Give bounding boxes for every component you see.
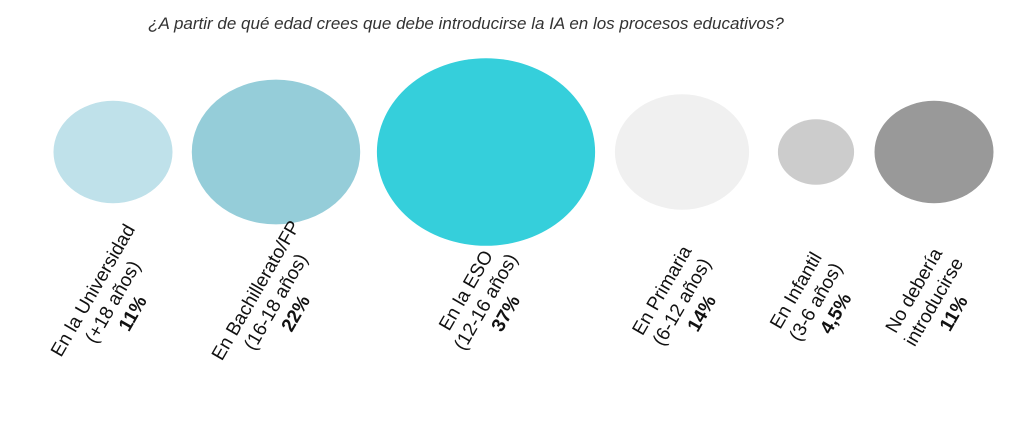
bubble-en-la-eso xyxy=(376,58,596,246)
bubble-en-primaria xyxy=(614,94,750,210)
bubble-no-deberia xyxy=(874,100,994,204)
bubble-group xyxy=(53,58,994,246)
bubble-en-la-universidad xyxy=(53,100,173,204)
bubble-en-infantil xyxy=(777,119,855,185)
label-en-la-universidad: En la Universidad(+18 años)11% xyxy=(47,221,152,360)
chart-title: ¿A partir de qué edad crees que debe int… xyxy=(148,14,784,33)
label-group: En la Universidad(+18 años)11% En Bachill… xyxy=(47,217,973,364)
label-en-infantil: En Infantil(3-6 años)4,5% xyxy=(766,249,856,345)
label-en-la-eso: En la ESO(12-16 años)37% xyxy=(435,247,525,354)
label-en-primaria: En Primaria(6-12 años)14% xyxy=(629,242,721,349)
bubble-en-bachillerato-fp xyxy=(191,79,361,225)
label-en-bachillerato-fp: En Bachillerato/FP(16-18 años)22% xyxy=(208,217,315,364)
